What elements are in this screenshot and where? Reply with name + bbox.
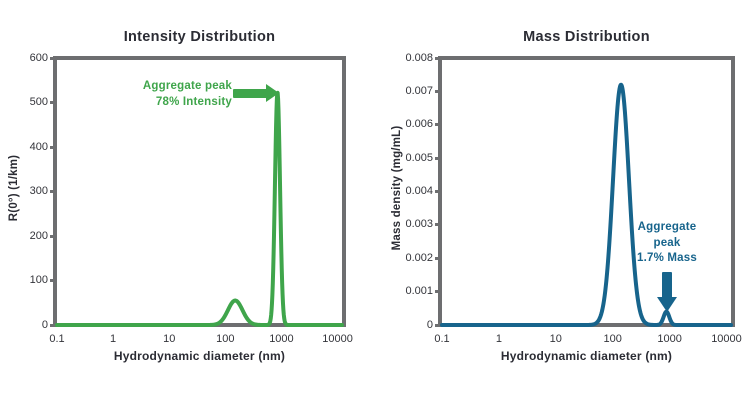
- x-axis-label: Hydrodynamic diameter (nm): [113, 349, 286, 363]
- annotation: Aggregate peak 1.7% Mass: [606, 220, 728, 267]
- y-tick-label: 100: [29, 274, 48, 286]
- y-tick-label: 0.008: [405, 51, 433, 64]
- y-tick-label: 0.002: [405, 251, 433, 264]
- x-tick-label: 10: [549, 333, 562, 345]
- y-tick-label: 0.005: [405, 151, 433, 164]
- y-tick-mark: [50, 323, 53, 327]
- y-tick-label: 500: [29, 96, 48, 108]
- y-tick-mark: [50, 279, 53, 282]
- y-tick-label: 400: [29, 140, 48, 153]
- y-tick-mark: [435, 256, 438, 260]
- x-tick-label: 10: [163, 333, 176, 345]
- mass-curve: [440, 82, 733, 327]
- y-tick-label: 0.003: [405, 218, 433, 231]
- x-tick-label: 100: [603, 333, 622, 345]
- y-tick-mark: [50, 101, 53, 104]
- chart-title: Intensity Distribution: [123, 29, 276, 45]
- annotation: Aggregate peak 78% Intensity: [90, 78, 232, 110]
- x-axis-label: Hydrodynamic diameter (nm): [500, 349, 673, 363]
- x-tick-label: 1: [110, 333, 117, 345]
- annotation-line: peak: [653, 236, 681, 249]
- x-tick-label: 10000: [711, 333, 742, 345]
- y-tick-label: 0.006: [405, 118, 433, 131]
- intensity-curve: [55, 90, 344, 327]
- y-tick-mark: [435, 156, 438, 160]
- y-tick-label: 0.007: [405, 84, 433, 97]
- y-tick-mark: [435, 89, 438, 93]
- annotation-line: Aggregate peak: [142, 80, 232, 92]
- plot-area: [438, 56, 735, 327]
- y-axis-label: Mass density (mg/mL): [391, 125, 403, 251]
- y-tick-mark: [435, 223, 438, 227]
- chart-title: Mass Distribution: [523, 29, 650, 45]
- y-tick-label: 0: [41, 318, 48, 331]
- y-tick-mark: [435, 56, 438, 60]
- y-tick-mark: [435, 190, 438, 193]
- annotation-line: 1.7% Mass: [637, 252, 697, 264]
- annotation-line: 78% Intensity: [155, 96, 232, 108]
- annotation-arrow-right-icon: [233, 84, 279, 102]
- y-tick-mark: [435, 290, 438, 294]
- y-tick-label: 300: [29, 185, 48, 197]
- y-tick-label: 0.004: [405, 185, 433, 197]
- x-tick-label: 0.1: [49, 333, 65, 345]
- y-tick-mark: [50, 145, 53, 149]
- x-tick-label: 1000: [269, 333, 294, 345]
- y-tick-label: 0: [426, 318, 433, 331]
- x-tick-label: 100: [216, 333, 235, 345]
- y-tick-mark: [50, 190, 53, 193]
- x-tick-label: 10000: [322, 333, 353, 345]
- y-tick-mark: [435, 123, 438, 127]
- annotation-line: Aggregate: [637, 221, 697, 233]
- y-tick-label: 200: [29, 229, 48, 242]
- y-tick-label: 0.001: [405, 285, 433, 298]
- x-tick-label: 1000: [657, 333, 682, 345]
- y-axis-label: R(0°) (1/km): [8, 154, 20, 222]
- y-tick-mark: [50, 56, 53, 60]
- y-tick-label: 600: [29, 51, 48, 64]
- y-tick-mark: [50, 234, 53, 238]
- y-tick-mark: [435, 323, 438, 327]
- annotation-arrow-down-icon: [657, 272, 677, 312]
- x-tick-label: 1: [495, 333, 502, 345]
- x-tick-label: 0.1: [434, 333, 450, 345]
- plot-area: [53, 56, 346, 327]
